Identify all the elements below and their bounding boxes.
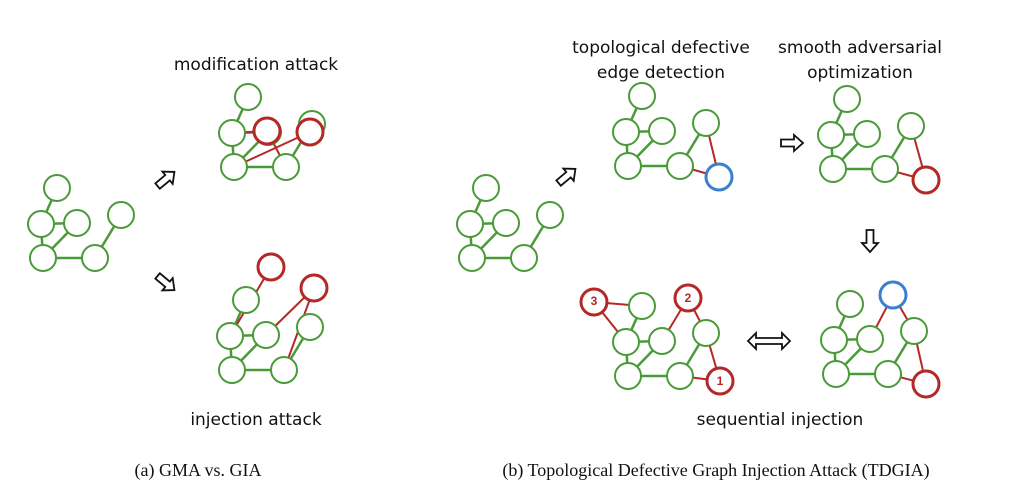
graph-node: [458, 244, 486, 272]
label-defective-detection-line2: edge detection: [597, 63, 725, 83]
graph-node: [628, 82, 656, 110]
graph-node: [628, 292, 656, 320]
graph-node: [648, 117, 676, 145]
graph-node: [666, 152, 694, 180]
graph-node: [833, 85, 861, 113]
graph-node: [900, 317, 928, 345]
graph-node: [874, 360, 902, 388]
label-modification-attack: modification attack: [174, 55, 338, 75]
graph-node: [81, 244, 109, 272]
graph-node: [614, 152, 642, 180]
graph-node: [836, 290, 864, 318]
injected-node: [673, 283, 703, 313]
graph-node: [692, 109, 720, 137]
graph-node: [492, 209, 520, 237]
graph-node: [216, 322, 244, 350]
double-arrow-icon: [746, 330, 792, 352]
arrow-to-final-icon: [859, 229, 881, 254]
injected-node: [252, 116, 282, 146]
node-number-2: 2: [685, 291, 692, 305]
injected-node: [705, 366, 735, 396]
graph-node: [856, 325, 884, 353]
graph-node: [27, 210, 55, 238]
label-smooth-optimization-line2: optimization: [807, 63, 913, 83]
graph-a-modification: [218, 83, 326, 181]
graph-node: [234, 83, 262, 111]
graph-node: [296, 313, 324, 341]
arrow-to-optimization-icon: [780, 132, 805, 154]
graph-node: [536, 201, 564, 229]
graph-node: [270, 356, 298, 384]
graph-node: [43, 174, 71, 202]
graph-node: [472, 174, 500, 202]
injected-node: [911, 165, 941, 195]
graph-a-injection: [216, 252, 329, 384]
node-number-3: 3: [591, 294, 598, 308]
graph-node: [456, 210, 484, 238]
graph-node: [218, 119, 246, 147]
arrow-to-modification-icon: [154, 170, 176, 191]
graph-node: [107, 201, 135, 229]
graph-a-original: [27, 174, 135, 272]
graph-node: [612, 118, 640, 146]
graph-b-sequential: [579, 283, 735, 396]
graph-node: [29, 244, 57, 272]
graph-node: [897, 112, 925, 140]
injected-node: [911, 369, 941, 399]
graph-node: [817, 121, 845, 149]
graph-node: [272, 153, 300, 181]
graph-node: [819, 155, 847, 183]
graph-node: [648, 327, 676, 355]
graph-b-original: [456, 174, 564, 272]
injected-node: [579, 287, 609, 317]
graph-b-optimization: [817, 85, 941, 195]
arrow-to-detection-icon: [555, 167, 577, 188]
graph-node: [853, 120, 881, 148]
defective-node: [878, 280, 908, 310]
graph-node: [63, 209, 91, 237]
caption-panel-a: (a) GMA vs. GIA: [135, 460, 262, 481]
graph-node: [820, 326, 848, 354]
injected-node: [256, 252, 286, 282]
graph-node: [822, 360, 850, 388]
node-number-1: 1: [717, 374, 724, 388]
graph-node: [220, 153, 248, 181]
label-sequential-injection: sequential injection: [697, 410, 864, 430]
graph-node: [252, 321, 280, 349]
graph-node: [666, 362, 694, 390]
graph-node: [612, 328, 640, 356]
graph-b-detection: [612, 82, 734, 192]
injected-node: [295, 117, 325, 147]
graph-node: [232, 286, 260, 314]
injected-node: [299, 273, 329, 303]
graph-node: [510, 244, 538, 272]
caption-panel-b: (b) Topological Defective Graph Injectio…: [502, 460, 929, 481]
arrow-to-injection-icon: [154, 271, 176, 292]
graph-node: [692, 319, 720, 347]
label-injection-attack: injection attack: [190, 410, 322, 430]
label-smooth-optimization-line1: smooth adversarial: [778, 38, 942, 58]
graph-node: [218, 356, 246, 384]
graph-b-final: [820, 280, 941, 399]
graph-node: [871, 155, 899, 183]
label-defective-detection-line1: topological defective: [572, 38, 750, 58]
defective-node: [704, 162, 734, 192]
graph-node: [614, 362, 642, 390]
